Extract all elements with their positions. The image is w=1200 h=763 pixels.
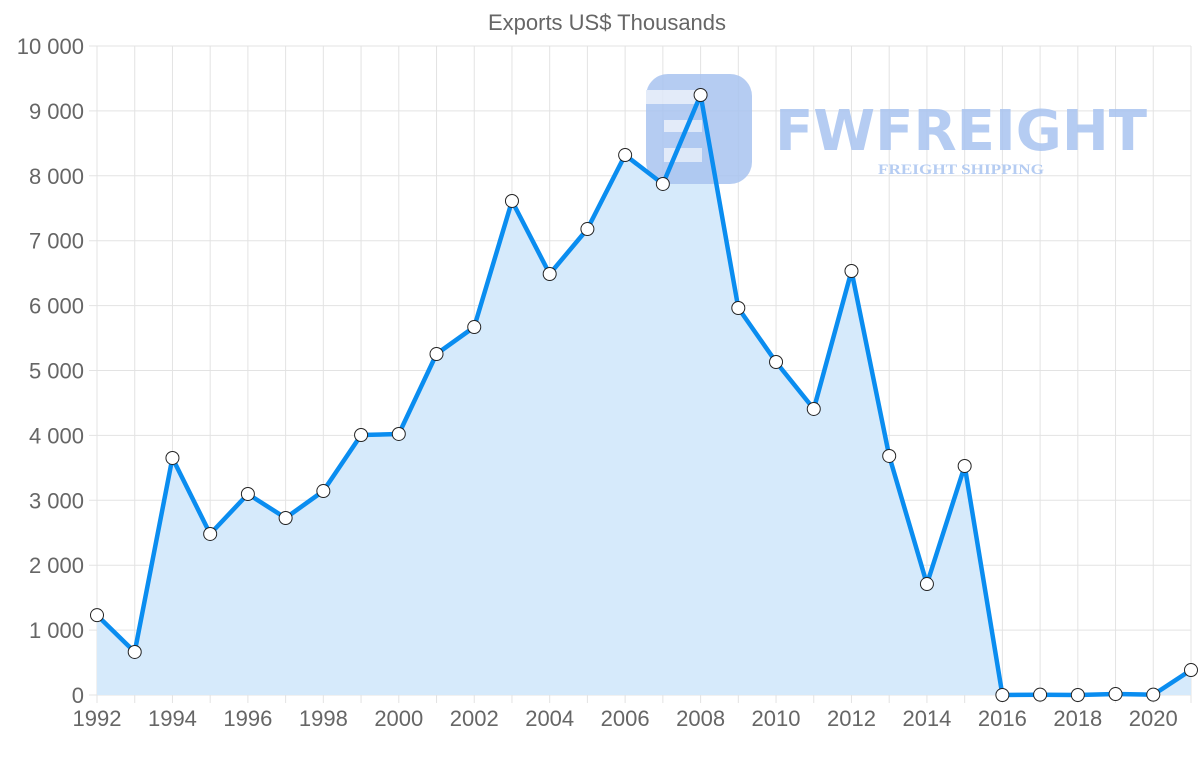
data-point-2001[interactable] — [429, 347, 444, 362]
data-point-1998[interactable] — [316, 484, 331, 499]
data-point-2009[interactable] — [731, 301, 746, 316]
y-tick-label: 3 000 — [29, 488, 84, 513]
data-point-2013[interactable] — [882, 448, 897, 463]
x-tick-label: 2006 — [601, 706, 650, 731]
data-point-1996[interactable] — [240, 487, 255, 502]
x-tick-label: 2000 — [374, 706, 423, 731]
watermark-tagline: FREIGHT SHIPPING — [878, 162, 1044, 178]
x-tick-label: 2018 — [1053, 706, 1102, 731]
y-tick-label: 1 000 — [29, 618, 84, 643]
x-tick-label: 2008 — [676, 706, 725, 731]
data-point-1997[interactable] — [278, 511, 293, 526]
logo-stroke — [646, 90, 702, 104]
y-tick-label: 10 000 — [17, 34, 84, 59]
x-tick-label: 2020 — [1129, 706, 1178, 731]
data-point-2016[interactable] — [995, 688, 1010, 702]
data-point-1993[interactable] — [127, 644, 142, 659]
x-tick-label: 2004 — [525, 706, 574, 731]
data-point-2019[interactable] — [1108, 687, 1123, 702]
x-tick-label: 2002 — [450, 706, 499, 731]
y-tick-label: 4 000 — [29, 423, 84, 448]
data-point-2006[interactable] — [618, 148, 633, 163]
data-point-2003[interactable] — [504, 193, 519, 208]
y-tick-label: 0 — [72, 683, 84, 708]
x-axis: 1992 1994 1996 1998 2000 2002 2004 2006 2008 2010… — [73, 706, 1178, 731]
data-point-2004[interactable] — [542, 266, 557, 281]
watermark-brand: FWFREIGHT — [775, 99, 1147, 164]
x-tick-label: 2016 — [978, 706, 1027, 731]
logo-stroke — [664, 148, 702, 162]
x-tick-label: 1998 — [299, 706, 348, 731]
data-point-1995[interactable] — [203, 526, 218, 541]
data-point-2017[interactable] — [1033, 687, 1048, 702]
y-tick-label: 6 000 — [29, 294, 84, 319]
data-point-2018[interactable] — [1070, 688, 1085, 702]
x-tick-label: 1992 — [73, 706, 122, 731]
y-tick-label: 7 000 — [29, 229, 84, 254]
logo-stroke — [664, 120, 702, 132]
data-point-2011[interactable] — [806, 401, 821, 416]
data-point-2005[interactable] — [580, 222, 595, 237]
data-point-2002[interactable] — [467, 320, 482, 335]
data-point-2015[interactable] — [957, 458, 972, 473]
x-tick-label: 1994 — [148, 706, 197, 731]
data-point-2007[interactable] — [655, 176, 670, 191]
data-point-2010[interactable] — [769, 354, 784, 369]
data-point-1992[interactable] — [90, 608, 104, 623]
data-point-2008[interactable] — [693, 87, 708, 102]
watermark-logo: FWFREIGHT FREIGHT SHIPPING — [646, 74, 1147, 184]
x-tick-label: 2012 — [827, 706, 876, 731]
data-point-1999[interactable] — [354, 428, 369, 443]
data-point-2012[interactable] — [844, 264, 859, 279]
series-area-fill — [97, 95, 1191, 695]
y-tick-label: 9 000 — [29, 99, 84, 124]
data-point-2020[interactable] — [1146, 687, 1161, 702]
chart-title: Exports US$ Thousands — [488, 10, 726, 35]
data-point-1994[interactable] — [165, 450, 180, 465]
data-points — [90, 87, 1198, 702]
y-axis: 0 1 000 2 000 3 000 4 000 5 000 6 000 7 000 8 00… — [17, 34, 84, 708]
data-point-2014[interactable] — [919, 577, 934, 592]
data-point-2000[interactable] — [391, 426, 406, 441]
y-tick-label: 2 000 — [29, 553, 84, 578]
x-tick-label: 1996 — [223, 706, 272, 731]
x-tick-label: 2014 — [902, 706, 951, 731]
x-tick-label: 2010 — [752, 706, 801, 731]
y-tick-label: 8 000 — [29, 164, 84, 189]
data-point-2021[interactable] — [1184, 663, 1198, 678]
y-tick-label: 5 000 — [29, 359, 84, 384]
